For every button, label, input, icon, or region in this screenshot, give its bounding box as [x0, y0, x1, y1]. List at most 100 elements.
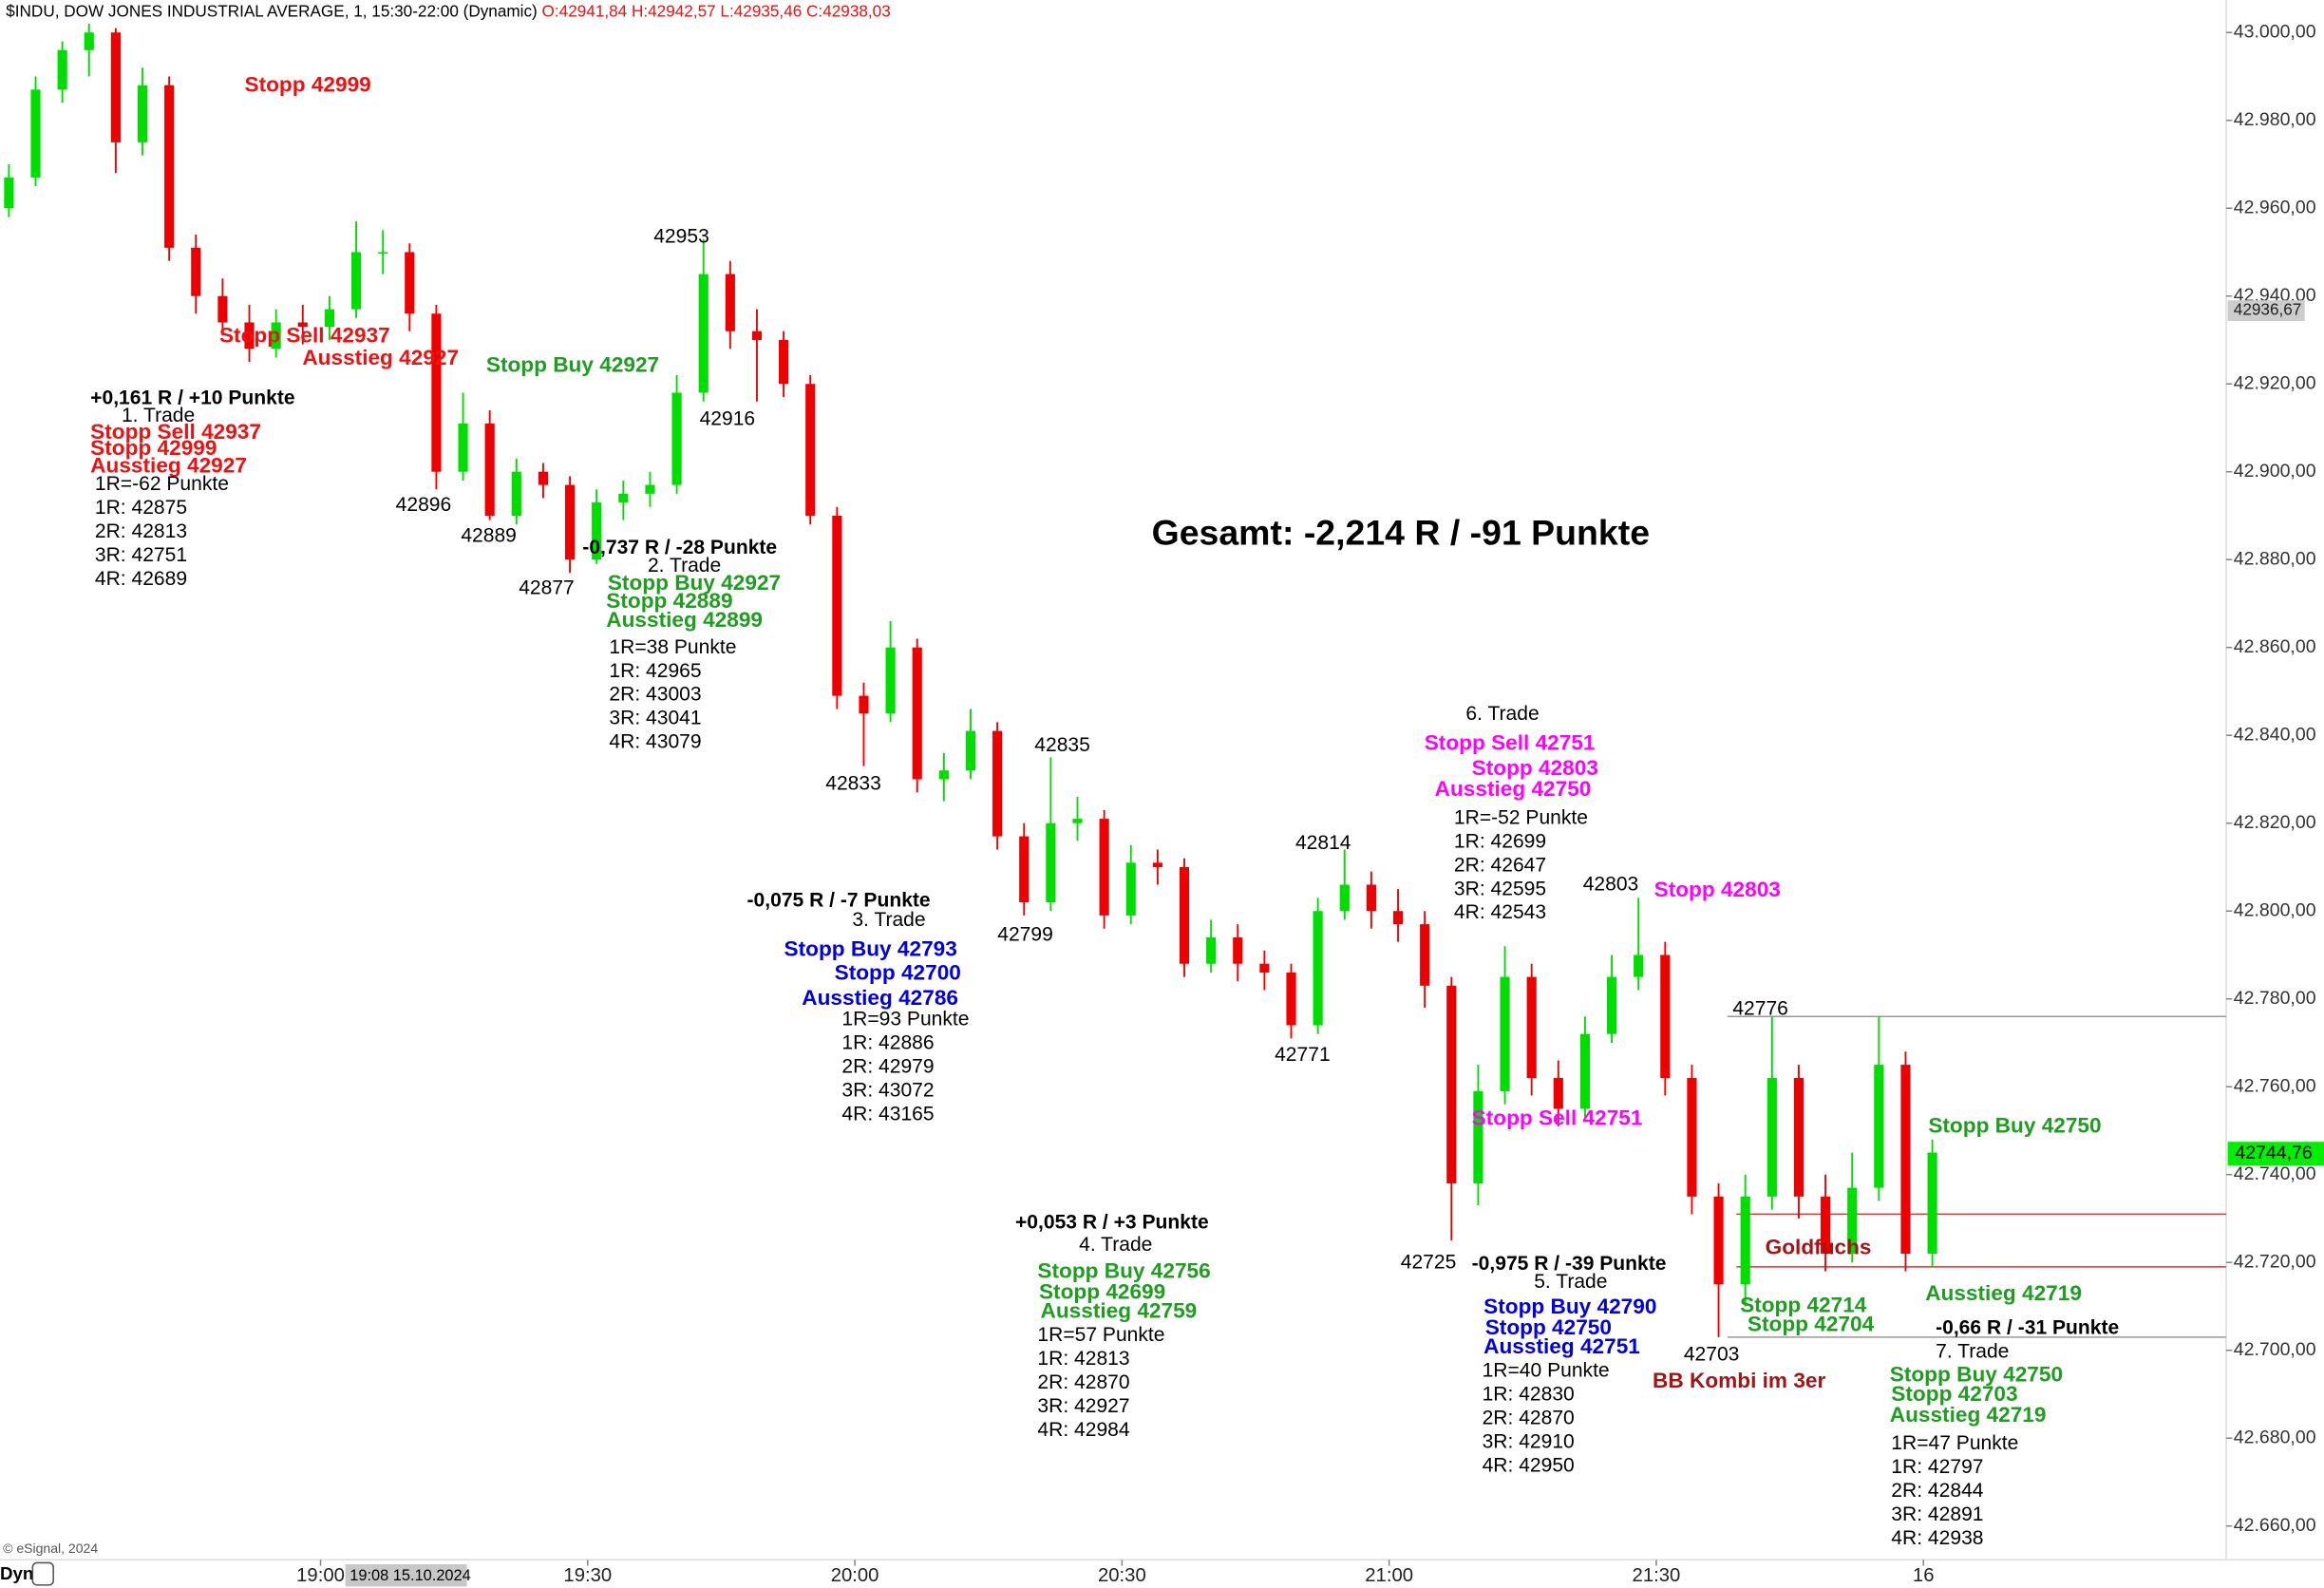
annotation: Stopp Buy 42793	[784, 937, 957, 961]
annotation: 1R=57 Punkte	[1037, 1324, 1164, 1346]
candle-body	[725, 274, 735, 331]
annotation: 1R: 42813	[1037, 1348, 1129, 1370]
annotation: Ausstieg 42899	[606, 608, 763, 632]
candle-body	[1793, 1077, 1804, 1197]
annotation: Stopp Sell 42751	[1425, 731, 1596, 755]
annotation: Ausstieg 42927	[302, 346, 459, 369]
annotation: 4R: 42984	[1037, 1419, 1129, 1441]
candle-body	[1473, 1090, 1483, 1183]
annotation: 3R: 43072	[841, 1080, 934, 1102]
annotation: 2R: 42979	[841, 1056, 934, 1078]
annotation: 4R: 43165	[841, 1104, 934, 1125]
annotation: 1R: 42830	[1483, 1384, 1575, 1406]
candles	[4, 23, 1937, 1337]
candle-body	[1366, 884, 1376, 912]
candle-body	[805, 384, 816, 516]
annotation: 5. Trade	[1534, 1271, 1607, 1293]
candle-body	[244, 322, 255, 350]
annotation: 42835	[1034, 734, 1090, 756]
candle-body	[1740, 1196, 1750, 1285]
cursor-date: 19:08 15.10.2024	[350, 1567, 470, 1584]
candle-body	[1019, 836, 1030, 902]
lock-icon[interactable]	[31, 1561, 54, 1586]
candle-body	[1606, 976, 1617, 1034]
annotation: Stopp Sell 42751	[1472, 1106, 1643, 1130]
annotation: Ausstieg 42751	[1483, 1334, 1640, 1358]
annotation: 2R: 43003	[609, 684, 701, 706]
candle-body	[484, 423, 495, 516]
y-tick-label: 42.780,00	[2234, 988, 2316, 1009]
annotation: 4. Trade	[1079, 1234, 1152, 1256]
candle-body	[84, 32, 94, 50]
annotation: 42725	[1401, 1252, 1457, 1274]
candle-body	[1874, 1065, 1884, 1188]
annotation: 42916	[700, 407, 756, 429]
y-tick-label: 42.840,00	[2234, 724, 2316, 745]
candle-body	[324, 309, 334, 328]
candle-body	[378, 252, 388, 255]
x-tick-label: 21:30	[1633, 1565, 1681, 1586]
annotation: Ausstieg 42719	[1890, 1403, 2047, 1427]
annotation: 4R: 43079	[609, 731, 701, 753]
header-symbol: $INDU, DOW JONES INDUSTRIAL AVERAGE, 1, …	[6, 1, 538, 20]
mode-label[interactable]: Dyn	[0, 1563, 33, 1583]
candle-body	[965, 730, 976, 771]
candle-body	[1233, 936, 1243, 964]
annotation: Stopp Buy 42750	[1928, 1113, 2101, 1137]
annotation: Stopp 42999	[90, 436, 217, 460]
candle-body	[564, 484, 576, 560]
candle-body	[1927, 1152, 1937, 1254]
y-tick-label: 42.860,00	[2234, 636, 2316, 657]
annotation: Ausstieg 42719	[1925, 1281, 2082, 1305]
annotation: Ausstieg 42759	[1041, 1299, 1198, 1323]
annotation: 42833	[825, 772, 881, 794]
candle-body	[538, 471, 549, 485]
x-tick-label: 19:00	[296, 1565, 345, 1586]
annotation: 1R=38 Punkte	[609, 636, 736, 658]
candle-body	[57, 49, 67, 90]
candle-body	[912, 647, 922, 780]
annotation: 1R=93 Punkte	[841, 1009, 969, 1030]
candle-body	[1634, 955, 1644, 977]
candle-body	[938, 770, 949, 780]
last-price-tag	[2227, 1142, 2324, 1166]
annotation: Stopp Buy 42750	[1890, 1363, 2063, 1387]
annotation: 1R: 42699	[1454, 830, 1546, 852]
candle-body	[1339, 884, 1350, 912]
annotation: BB Kombi im 3er	[1653, 1369, 1825, 1392]
candle-body	[992, 730, 1003, 837]
x-tick-label: 20:00	[831, 1565, 879, 1586]
candle-body	[1420, 924, 1430, 986]
y-tick-label: 42.720,00	[2234, 1251, 2316, 1272]
annotation: Ausstieg 42786	[802, 986, 958, 1010]
annotation: -0,975 R / -39 Punkte	[1472, 1253, 1667, 1275]
annotation: 3R: 42927	[1037, 1395, 1129, 1417]
x-tick-label: 16	[1913, 1565, 1935, 1586]
candle-body	[137, 85, 148, 142]
candle-body	[458, 423, 468, 472]
annotation: Stopp 42999	[244, 73, 370, 97]
annotation: Stopp Sell 42937	[219, 323, 390, 347]
annotation: Stopp 42704	[1748, 1313, 1875, 1336]
candle-body	[1072, 819, 1083, 823]
candle-body	[885, 647, 896, 714]
annotation: 7. Trade	[1936, 1340, 2009, 1362]
annotation: Gesamt: -2,214 R / -91 Punkte	[1152, 512, 1650, 552]
candle-body	[832, 515, 842, 696]
candle-body	[1553, 1077, 1563, 1109]
chart-header: $INDU, DOW JONES INDUSTRIAL AVERAGE, 1, …	[6, 1, 891, 20]
annotation: 42776	[1732, 998, 1788, 1020]
candle-body	[271, 322, 281, 350]
annotation: 1R: 42875	[95, 497, 187, 519]
y-tick-label: 42.900,00	[2234, 461, 2316, 482]
annotation: Goldfuchs	[1766, 1235, 1872, 1258]
annotation: 3R: 42891	[1891, 1503, 1983, 1525]
annotation: 42703	[1684, 1343, 1740, 1365]
candle-body	[779, 339, 789, 385]
annotation: 42953	[653, 225, 709, 247]
annotation: 1. Trade	[122, 405, 195, 426]
candle-body	[1900, 1065, 1911, 1254]
candle-body	[1660, 955, 1671, 1078]
candle-body	[1526, 976, 1537, 1078]
